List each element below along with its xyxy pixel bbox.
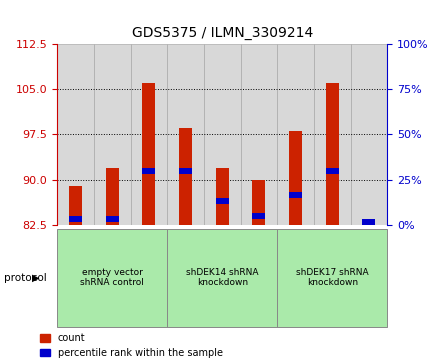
Bar	[131, 44, 167, 225]
Text: ▶: ▶	[32, 273, 39, 283]
Bar	[326, 168, 339, 174]
Bar	[314, 44, 351, 225]
Bar	[326, 83, 339, 225]
Bar	[143, 83, 155, 225]
Bar	[216, 168, 229, 225]
Bar	[241, 44, 277, 225]
Bar	[253, 180, 265, 225]
Text: shDEK14 shRNA
knockdown: shDEK14 shRNA knockdown	[186, 268, 258, 287]
Text: shDEK17 shRNA
knockdown: shDEK17 shRNA knockdown	[296, 268, 369, 287]
Bar	[106, 168, 119, 225]
Bar	[363, 219, 375, 225]
Bar	[69, 186, 82, 225]
Bar	[351, 44, 387, 225]
Legend: count, percentile rank within the sample: count, percentile rank within the sample	[40, 333, 223, 358]
Bar	[289, 192, 302, 198]
Bar	[167, 44, 204, 225]
Bar	[216, 198, 229, 204]
Bar	[143, 168, 155, 174]
Text: empty vector
shRNA control: empty vector shRNA control	[80, 268, 144, 287]
Bar	[204, 44, 241, 225]
Bar	[94, 44, 131, 225]
Bar	[253, 213, 265, 219]
Bar	[277, 44, 314, 225]
Bar	[179, 168, 192, 174]
Title: GDS5375 / ILMN_3309214: GDS5375 / ILMN_3309214	[132, 26, 313, 40]
Bar	[69, 216, 82, 222]
Text: protocol: protocol	[4, 273, 47, 283]
Bar	[289, 131, 302, 225]
Bar	[57, 44, 94, 225]
Bar	[179, 128, 192, 225]
Bar	[106, 216, 119, 222]
